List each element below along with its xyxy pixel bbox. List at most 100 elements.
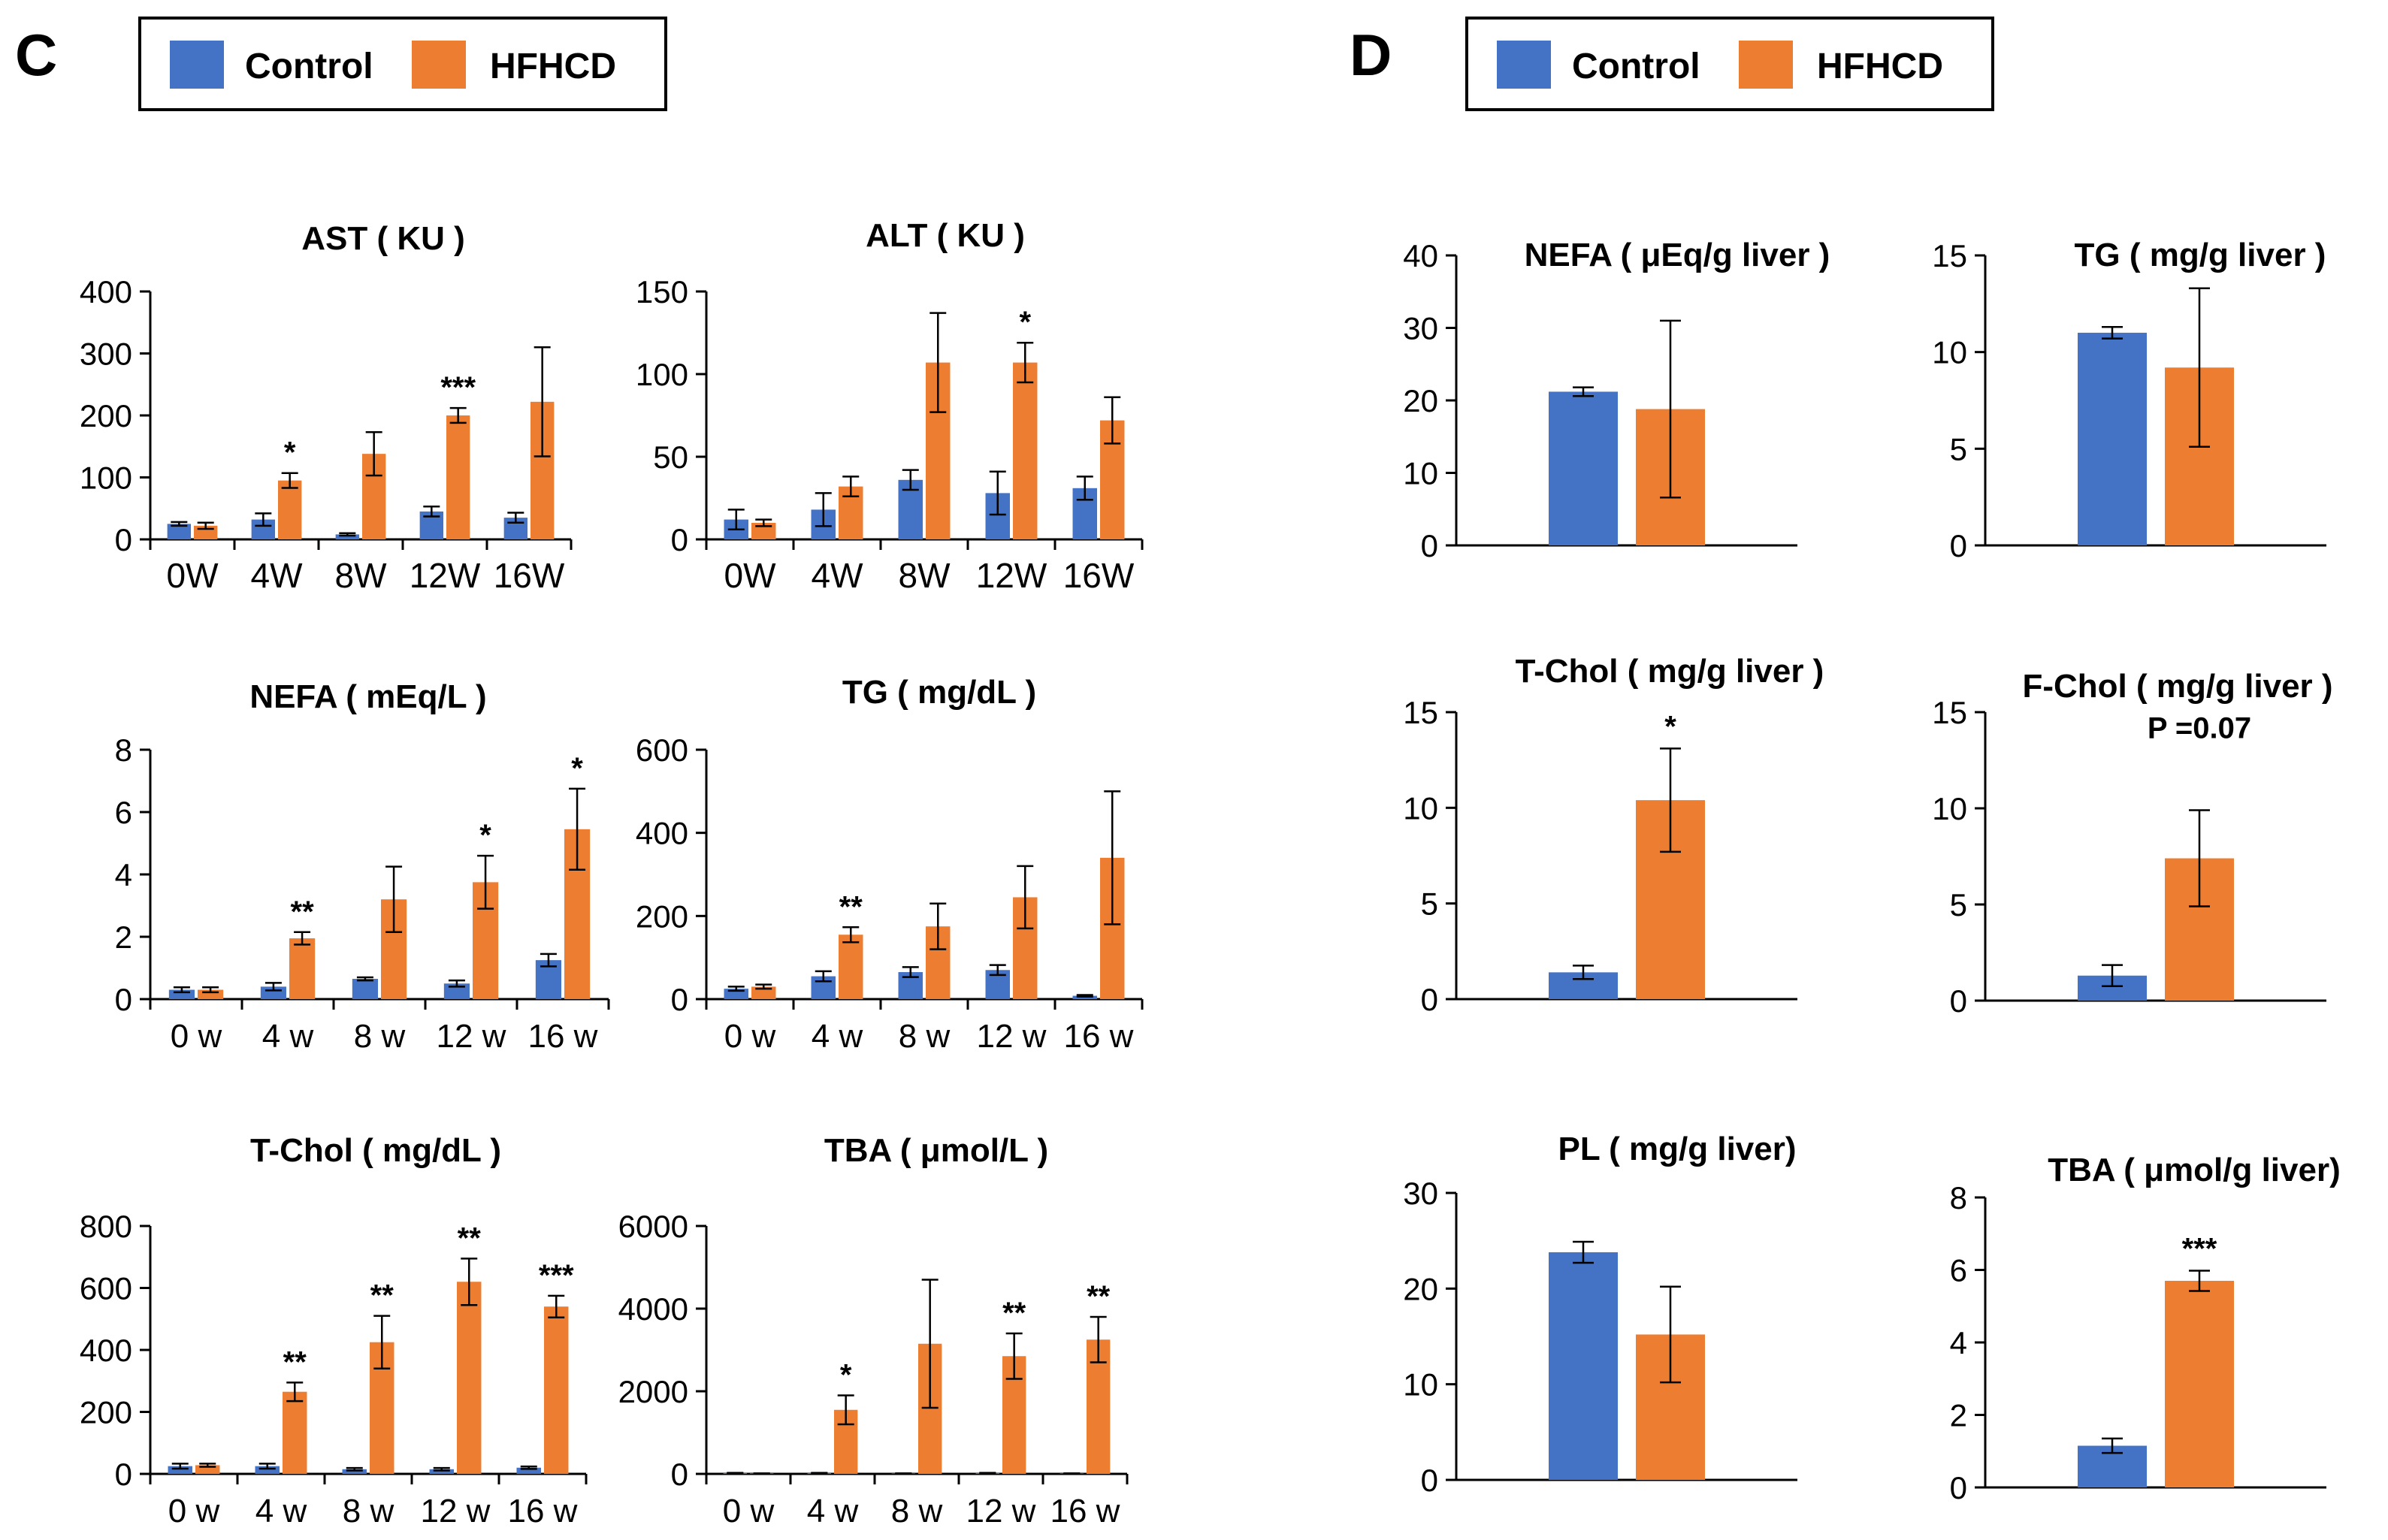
chart-c-tg: TG ( mg/dL ) 0 200 400 600 0 w 4 w 8 w 12 w 16 w *… [636, 674, 1144, 1055]
x-axis: 0 w 4 w 8 w 12 w 16 w [705, 998, 1144, 1055]
y-tick-label: 400 [636, 816, 688, 851]
error-bar [1017, 865, 1034, 930]
significance-label: ** [458, 1221, 482, 1255]
y-tick-label: 10 [1932, 791, 1967, 826]
error-bar [346, 1466, 363, 1472]
error-bar [423, 506, 440, 518]
x-tick-label: 4W [251, 556, 304, 595]
chart-d-pl: PL ( mg/g liver) 0 10 20 30 [1403, 1131, 1797, 1498]
x-tick-label: 4 w [255, 1493, 307, 1529]
y-tick-label: 0 [1950, 983, 1967, 1019]
error-bar [902, 966, 919, 978]
x-tick-label: 8 w [899, 1018, 951, 1055]
bar-hfhcd [1013, 362, 1038, 539]
y-axis: 0 200 400 600 [636, 732, 708, 1017]
y-tick-label: 0 [671, 522, 688, 557]
error-bar [815, 492, 832, 527]
bars [168, 1258, 569, 1474]
error-bar [2102, 325, 2123, 340]
error-bar [540, 953, 557, 968]
x-tick-label: 4 w [812, 1018, 863, 1055]
x-tick-label: 16 w [528, 1018, 598, 1055]
error-bar [199, 1463, 216, 1468]
bar-control [429, 1469, 454, 1474]
x-tick-label: 8 w [343, 1493, 394, 1529]
y-tick-label: 100 [636, 357, 688, 392]
error-bar [255, 512, 272, 527]
significance-label: ** [1002, 1297, 1026, 1330]
significance-label: *** [440, 371, 476, 404]
x-axis: 0 w 4 w 8 w 12 w 16 w [149, 1472, 588, 1529]
error-bar [1104, 790, 1121, 926]
y-tick-label: 10 [1932, 335, 1967, 370]
y-tick-label: 40 [1403, 238, 1438, 273]
error-bar [197, 521, 214, 530]
bars [2078, 287, 2234, 545]
y-tick-label: 5 [1950, 431, 1967, 467]
error-bar [264, 982, 282, 992]
chart-title: TG ( mg/dL ) [842, 674, 1036, 711]
x-axis: 0 w 4 w 8 w 12 w 16 w [705, 1472, 1129, 1529]
error-bar [385, 865, 403, 934]
x-tick-label: 12 w [437, 1018, 506, 1055]
error-bar [1076, 476, 1093, 501]
error-bar [2102, 1437, 2123, 1454]
bar-control [335, 534, 359, 539]
y-tick-label: 8 [115, 732, 132, 768]
y-tick-label: 4 [1950, 1325, 1967, 1360]
y-tick-label: 400 [80, 274, 132, 310]
error-bar [755, 983, 772, 990]
y-tick-label: 6 [115, 795, 132, 830]
significance-label: *** [2182, 1232, 2217, 1265]
chart-title: NEFA ( μEq/g liver ) [1525, 237, 1830, 273]
x-tick-label: 0 w [168, 1493, 220, 1529]
error-bar [449, 406, 467, 424]
y-tick-label: 800 [80, 1209, 132, 1244]
error-bar [842, 926, 860, 944]
y-tick-label: 0 [671, 1457, 688, 1492]
panel-d: D Control HFHCD [1350, 17, 1994, 111]
error-bar [2189, 287, 2210, 448]
error-bar [286, 1381, 304, 1403]
x-tick-label: 12 w [966, 1493, 1036, 1529]
error-bar [1660, 1285, 1681, 1384]
legend-item-hfhcd: HFHCD [1739, 41, 1943, 89]
significance-label: * [1664, 710, 1676, 743]
panel-c: C Control HFHCD [15, 17, 667, 111]
chart-title: PL ( mg/g liver) [1558, 1131, 1796, 1167]
y-tick-label: 15 [1932, 695, 1967, 730]
chart-c-tchol: T-Chol ( mg/dL ) 0 200 400 600 800 0 w 4 w 8 w 12… [80, 1132, 588, 1529]
x-axis: 0 w 4 w 8 w 12 w 16 w [149, 998, 610, 1055]
bar-control [516, 1467, 541, 1474]
y-tick-label: 150 [636, 274, 688, 310]
chart-title: T-Chol ( mg/dL ) [250, 1132, 501, 1169]
x-tick-label: 0W [724, 556, 777, 595]
x-tick-label: 4W [812, 556, 864, 595]
error-bar [534, 346, 551, 457]
bar-hfhcd [283, 1391, 307, 1474]
error-bar [1660, 747, 1681, 853]
y-tick-label: 0 [1950, 1470, 1967, 1505]
error-bar [202, 986, 219, 994]
significance-label: * [571, 752, 583, 785]
x-axis: 0W 4W 8W 12W 16W [149, 538, 573, 595]
error-bar [1090, 1315, 1107, 1363]
x-tick-label: 0 w [724, 1018, 776, 1055]
bars [1549, 1240, 1705, 1480]
bar-hfhcd [839, 935, 863, 999]
y-tick-label: 400 [80, 1333, 132, 1368]
y-axis: 0 50 100 150 [636, 274, 708, 557]
bar-control [255, 1466, 280, 1474]
y-tick-label: 5 [1950, 887, 1967, 922]
bar-control [168, 1466, 192, 1474]
chart-title: TBA ( μmol/L ) [824, 1132, 1048, 1169]
y-tick-label: 8 [1950, 1180, 1967, 1215]
error-bar [1076, 994, 1093, 998]
chart-title: NEFA ( mEq/L ) [249, 678, 486, 715]
panel-label: D [1350, 22, 1392, 88]
x-tick-label: 0 w [723, 1493, 775, 1529]
x-tick-label: 12 w [421, 1493, 491, 1529]
